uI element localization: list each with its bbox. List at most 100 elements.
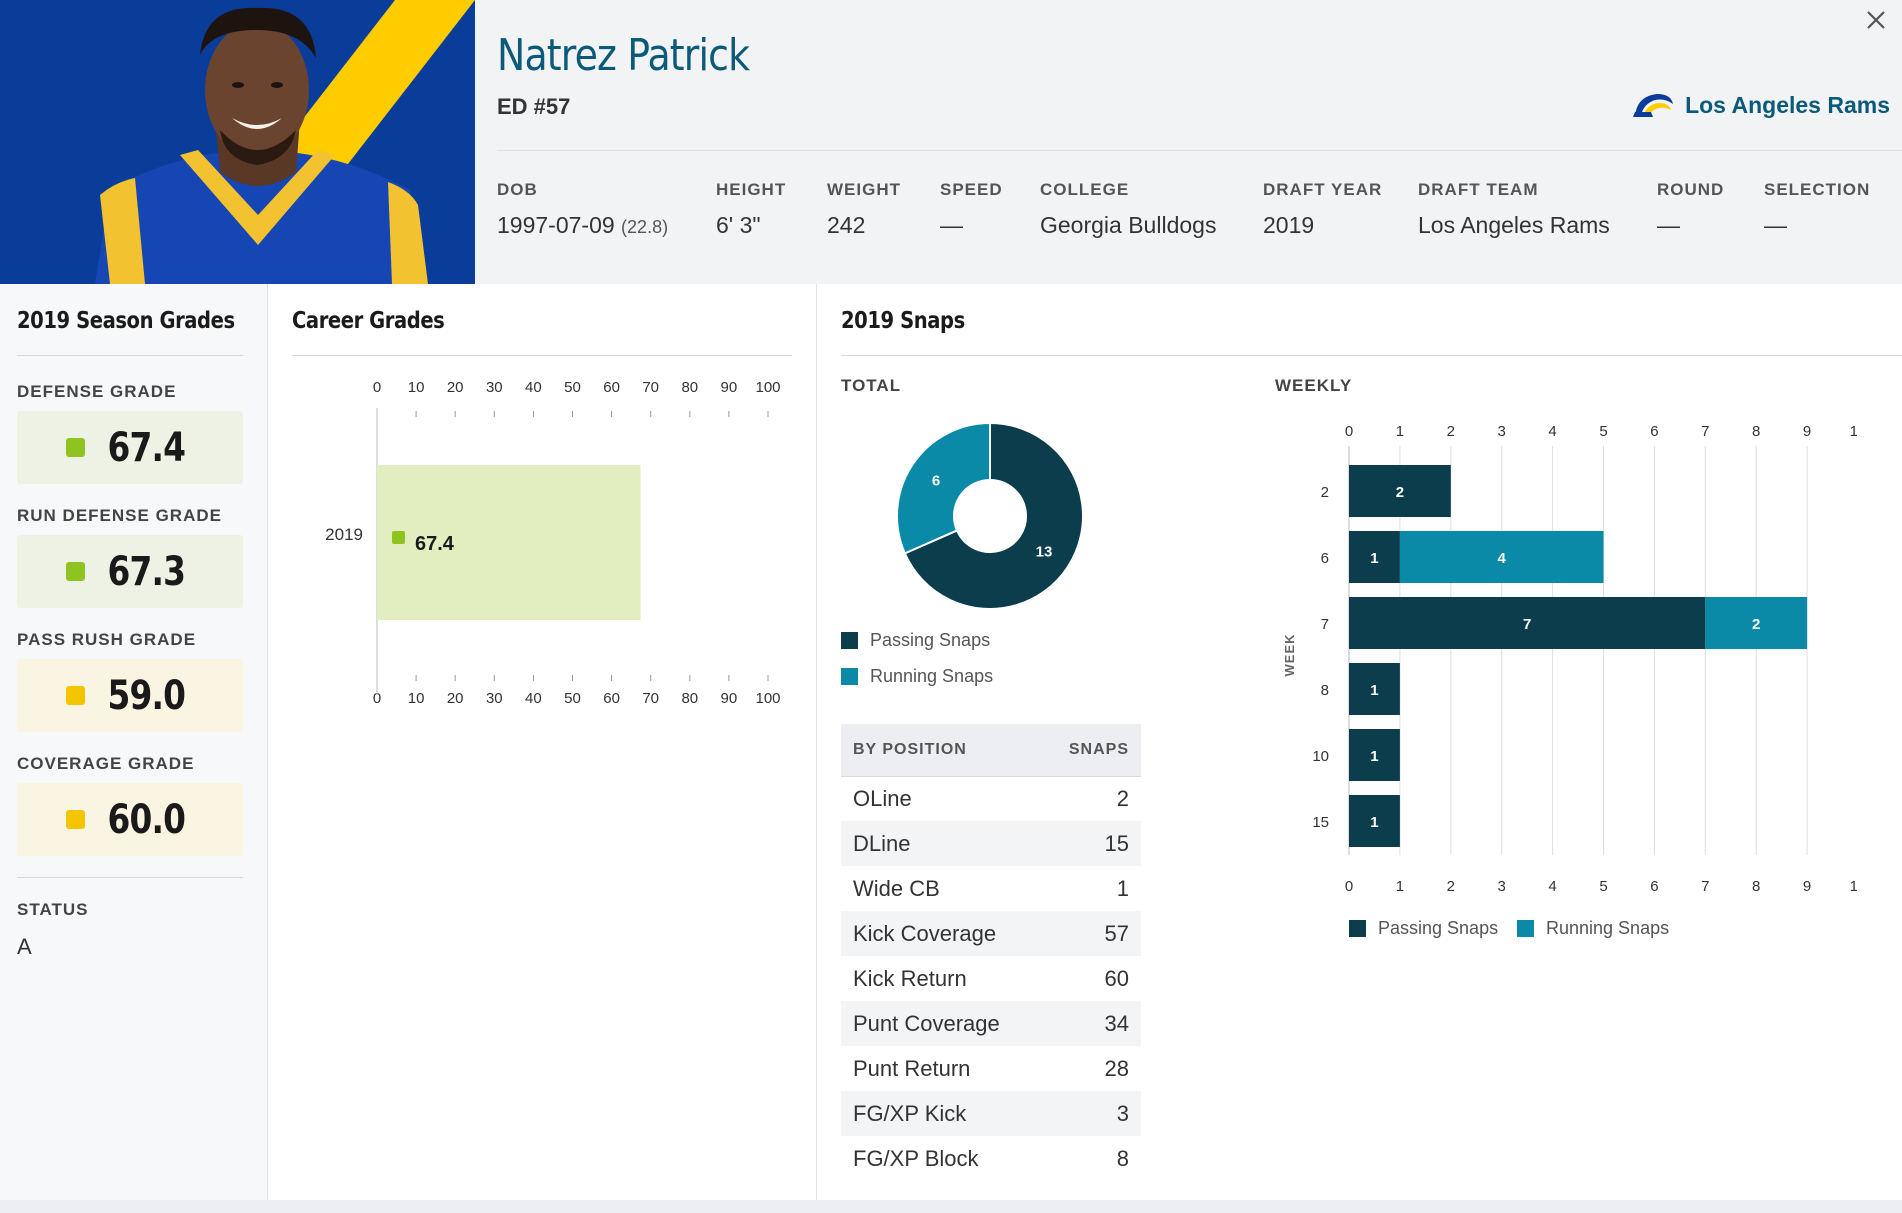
x-tick-label-bottom: 30 [486,690,503,707]
bio-draft-year-label: DRAFT YEAR [1263,180,1383,199]
legend-passing: Passing Snaps [841,630,990,651]
position-name: DLine [841,821,1042,866]
bio-round-value: — [1657,212,1680,238]
bio-height: HEIGHT 6' 3" [716,180,786,239]
donut-slice-label: 13 [1036,543,1053,560]
x-tick-label-top: 5 [1599,423,1607,440]
bio-round: ROUND — [1657,180,1724,239]
x-tick-label-bottom: 10 [1850,878,1857,895]
bio-speed-label: SPEED [940,180,1003,199]
x-tick-label-bottom: 6 [1650,878,1658,895]
x-tick-label-bottom: 10 [408,690,425,707]
close-button[interactable] [1862,6,1890,34]
grade-value: 67.3 [107,548,186,595]
team-name: Los Angeles Rams [1685,91,1890,118]
table-row: DLine 15 [841,821,1141,866]
y-category-label: 7 [1321,616,1329,633]
bio-speed: SPEED — [940,180,1003,239]
x-tick-label-top: 7 [1701,423,1709,440]
table-row: OLine 2 [841,776,1141,821]
weekly-bar-label: 7 [1523,616,1531,633]
position-name: Punt Coverage [841,1001,1042,1046]
snaps-divider [841,355,1902,356]
bio-draft-team: DRAFT TEAM Los Angeles Rams [1418,180,1610,239]
player-header: Natrez Patrick ED #57 Los Angeles Rams D… [0,0,1902,284]
bio-height-label: HEIGHT [716,180,787,199]
legend-passing-label: Passing Snaps [1378,918,1499,938]
x-tick-label-top: 50 [564,379,581,396]
team-link[interactable]: Los Angeles Rams [1631,90,1890,120]
table-row: Punt Return 28 [841,1046,1141,1091]
total-snaps-donut-chart: 13 6 [896,421,1084,610]
season-grades-panel: 2019 Season Grades DEFENSE GRADE 67.4 RU… [0,284,268,1200]
bottom-strip [0,1200,1902,1213]
bio-dob: DOB 1997-07-09 (22.8) [497,180,668,239]
bio-age-value: (22.8) [621,217,669,237]
grade-box: 67.4 [17,411,243,484]
header-position[interactable]: BY POSITION [841,724,1042,777]
x-tick-label-bottom: 20 [447,690,464,707]
x-tick-label-bottom: 0 [373,690,381,707]
bio-draft-team-value: Los Angeles Rams [1418,212,1610,238]
x-tick-label-top: 70 [642,379,659,396]
weekly-bar-label: 1 [1370,550,1378,567]
x-tick-label-bottom: 0 [1345,878,1353,895]
donut-slice-label: 6 [932,473,940,490]
snaps-title: 2019 Snaps [841,308,965,334]
grade-defense: DEFENSE GRADE 67.4 [17,382,243,484]
bio-weight-label: WEIGHT [827,180,901,199]
weekly-bar-label: 4 [1498,550,1507,567]
weekly-bar-passing [1349,663,1400,715]
y-category-label: 2 [1321,484,1329,501]
position-snaps: 57 [1041,911,1141,956]
x-tick-label-bottom: 4 [1548,878,1556,895]
weekly-bar-label: 1 [1370,748,1378,765]
grade-run-defense: RUN DEFENSE GRADE 67.3 [17,506,243,608]
grade-value: 67.4 [107,424,186,471]
donut-slice-running [896,421,991,555]
weekly-snaps-chart: 0 0 1 1 2 2 3 3 4 4 5 5 6 6 7 7 8 8 9 9 10 10 WEEK 2 2 6 1 4 7 7 2 8 1 10… [1282,423,1857,895]
x-tick-label-bottom: 60 [603,690,620,707]
x-tick-label-bottom: 40 [525,690,542,707]
bio-selection: SELECTION — [1764,180,1870,239]
header-divider [497,150,1902,151]
weekly-bar-label: 1 [1370,814,1378,831]
position-snaps: 8 [1116,1145,1129,1171]
grade-label: PASS RUSH GRADE [17,630,197,649]
x-tick-label-bottom: 70 [642,690,659,707]
weekly-bar-passing [1349,795,1400,847]
position-name: Punt Return [853,1055,971,1081]
bio-dob-label: DOB [497,180,538,199]
x-tick-label-bottom: 8 [1752,878,1760,895]
bio-selection-value: — [1764,212,1787,238]
donut-slice-passing [903,421,1084,610]
position-snaps: 3 [1041,1091,1141,1136]
snaps-by-position-table: BY POSITION SNAPS OLine 2 DLine 15 Wide CB 1 K… [841,724,1141,1181]
bio-dob-value: 1997-07-09 [497,212,615,238]
bio-draft-team-label: DRAFT TEAM [1418,180,1539,199]
x-tick-label-top: 10 [408,379,425,396]
x-tick-label-top: 10 [1850,423,1857,440]
x-tick-label-bottom: 9 [1803,878,1811,895]
grade-value: 60.0 [107,796,186,843]
x-tick-label-top: 1 [1396,423,1404,440]
grade-box: 59.0 [17,659,243,732]
position-name: Kick Coverage [841,911,1042,956]
x-tick-label-top: 4 [1548,423,1556,440]
x-tick-label-top: 80 [681,379,698,396]
grade-level-indicator [66,562,86,581]
legend-passing-label: Passing Snaps [870,630,991,650]
legend-swatch-passing [1349,920,1366,937]
weekly-legend-running: Running Snaps [1517,918,1669,939]
x-tick-label-bottom: 50 [564,690,581,707]
y-category-label: 8 [1321,682,1329,699]
y-axis-title: WEEK [1282,634,1297,677]
player-position: ED #57 [497,94,571,119]
position-snaps: 34 [1041,1001,1141,1046]
career-grade-bar [377,465,641,620]
grade-pass-rush: PASS RUSH GRADE 59.0 [17,630,243,732]
snaps-panel: 2019 Snaps TOTAL WEEKLY 13 6 Passing Snap… [817,284,1902,1200]
legend-running-label: Running Snaps [1546,918,1670,938]
header-snaps[interactable]: SNAPS [1041,724,1141,777]
weekly-legend-passing: Passing Snaps [1349,918,1498,939]
